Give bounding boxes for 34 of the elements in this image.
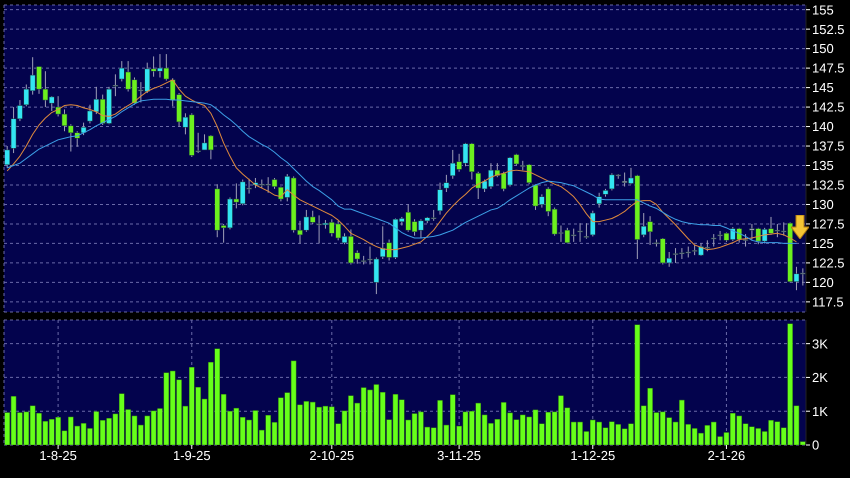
y-tick-label: 140 bbox=[812, 119, 834, 134]
y-tick-label: 0 bbox=[812, 438, 820, 453]
y-tick-label: 127.5 bbox=[812, 216, 845, 232]
x-tick-label: 3-11-25 bbox=[437, 448, 482, 464]
candlestick bbox=[577, 222, 583, 242]
candlestick bbox=[590, 210, 596, 237]
y-tick-label: 3K bbox=[812, 336, 828, 352]
y-tick-label: 145 bbox=[812, 80, 834, 96]
y-tick-label: 135 bbox=[812, 158, 834, 174]
candlestick bbox=[444, 174, 450, 193]
y-tick-label: 120 bbox=[812, 275, 834, 290]
y-tick-label: 152.5 bbox=[812, 22, 845, 37]
y-tick-label: 2K bbox=[812, 370, 828, 386]
candlestick bbox=[437, 182, 443, 216]
y-tick-label: 137.5 bbox=[812, 138, 845, 154]
x-tick-label: 2-1-26 bbox=[708, 448, 746, 464]
y-tick-label: 142.5 bbox=[812, 100, 845, 115]
x-tick-label: 2-10-25 bbox=[309, 448, 354, 464]
candlestick bbox=[112, 74, 118, 97]
y-tick-label: 130 bbox=[812, 197, 834, 212]
y-tick-label: 117.5 bbox=[812, 294, 844, 310]
x-tick-label: 1-12-25 bbox=[570, 448, 616, 464]
y-tick-label: 125 bbox=[812, 236, 834, 252]
y-tick-label: 122.5 bbox=[812, 256, 845, 271]
x-tick-label: 1-8-25 bbox=[39, 448, 77, 464]
candlestick bbox=[4, 146, 10, 168]
y-tick-label: 132.5 bbox=[812, 178, 845, 193]
candlestick bbox=[710, 234, 716, 248]
candlestick bbox=[584, 222, 590, 240]
y-tick-label: 147.5 bbox=[812, 60, 845, 76]
x-tick-label: 1-9-25 bbox=[172, 448, 211, 464]
y-tick-label: 1K bbox=[812, 404, 828, 419]
y-tick-label: 155 bbox=[812, 2, 834, 18]
y-tick-label: 150 bbox=[812, 41, 834, 56]
